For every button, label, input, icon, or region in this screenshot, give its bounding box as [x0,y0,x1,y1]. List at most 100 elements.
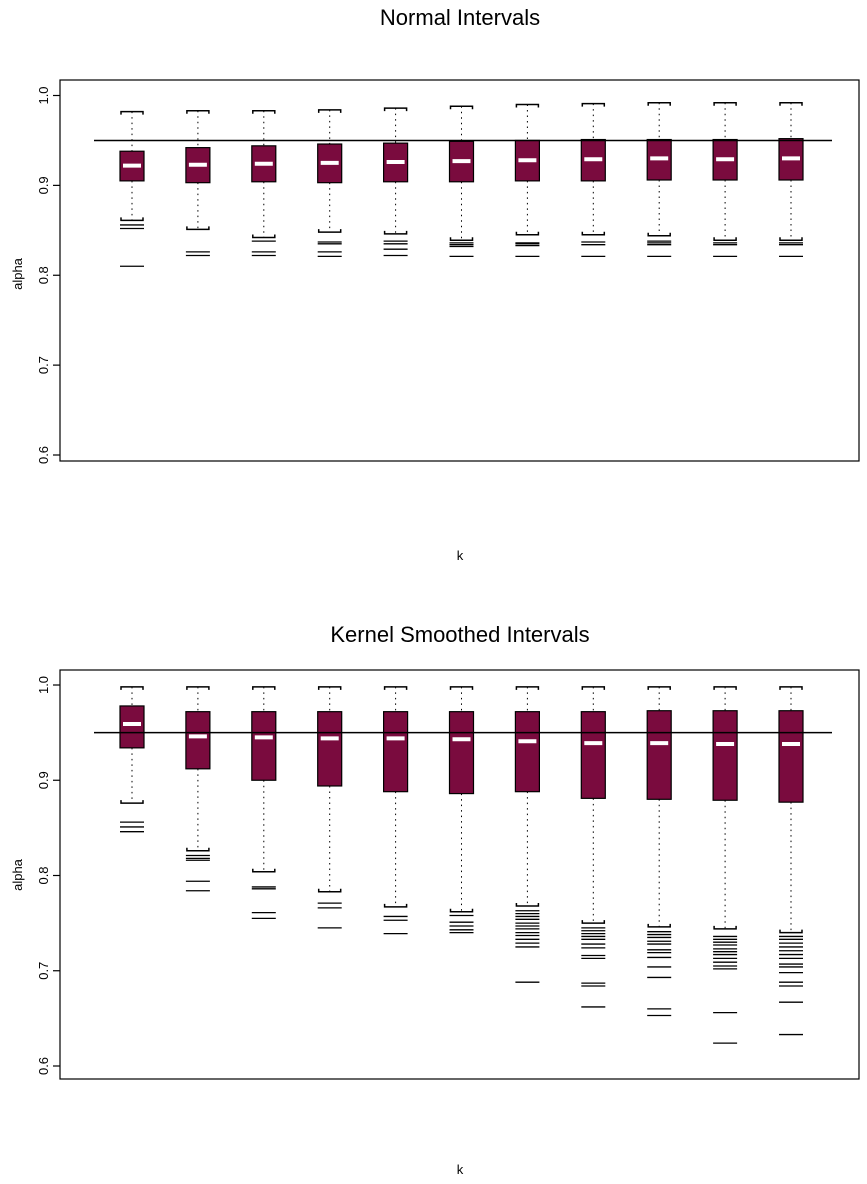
lower-cap [515,231,540,236]
box-3 [251,686,277,920]
upper-cap [779,686,803,690]
iqr-box [119,705,145,749]
upper-cap [515,686,540,690]
upper-cap [449,105,474,110]
lower-cap [449,237,474,241]
chart-title: Normal Intervals [380,5,540,30]
upper-cap [120,686,144,690]
plot-frame [59,79,860,462]
lower-cap [120,217,144,222]
boxes [119,686,804,1044]
box-9 [646,101,672,258]
iqr-box [448,711,475,795]
lower-cap [317,229,342,233]
upper-cap [252,110,276,114]
upper-cap [581,686,606,690]
iqr-box [514,711,541,793]
upper-cap [120,110,144,115]
upper-cap [383,107,408,112]
y-tick-label: 0.7 [36,962,51,980]
upper-cap [647,101,671,106]
y-tick-label: 0.6 [36,1057,51,1075]
upper-cap [713,686,737,690]
panel-kernel-smoothed-intervals: Kernel Smoothed Intervals alpha k 0.6 0.7… [10,622,860,1177]
box-6 [448,686,475,934]
lower-cap [252,868,276,873]
upper-cap [317,109,342,113]
y-tick-label: 0.9 [36,771,51,789]
lower-cap [581,231,606,236]
iqr-box [712,710,738,801]
chart-title: Kernel Smoothed Intervals [330,622,589,647]
lower-cap [186,847,210,852]
upper-cap [186,110,210,114]
box-5 [383,686,409,935]
lower-cap [383,230,408,235]
box-1 [119,686,145,833]
lower-cap [317,888,342,893]
box-10 [712,101,738,258]
lower-cap [515,902,540,907]
y-tick-label: 0.6 [36,446,51,464]
box-8 [580,686,606,1008]
y-tick-label: 1.0 [36,86,51,104]
iqr-box [317,711,343,787]
y-axis-label: alpha [10,257,25,290]
y-axis: 0.6 0.7 0.8 0.9 1.0 [36,86,60,464]
box-5 [383,107,409,257]
upper-cap [779,101,803,106]
y-tick-label: 0.8 [36,866,51,884]
box-4 [317,109,343,258]
iqr-box [251,711,277,781]
upper-cap [317,686,342,690]
lower-cap [120,800,144,804]
box-10 [712,686,738,1044]
upper-cap [186,686,210,690]
upper-cap [647,686,671,690]
lower-cap [647,232,671,237]
boxes [119,101,804,267]
box-3 [251,110,277,257]
panel-normal-intervals: Normal Intervals alpha k 0.6 0.7 0.8 0.9 1.0 [10,5,860,563]
box-11 [778,686,804,1036]
box-6 [448,105,475,258]
y-axis: 0.6 0.7 0.8 0.9 1.0 [36,676,60,1075]
y-tick-label: 0.9 [36,176,51,194]
y-tick-label: 0.7 [36,356,51,374]
box-7 [514,686,541,983]
x-axis-label: k [457,1162,464,1177]
iqr-box [185,711,211,770]
iqr-box [580,711,606,799]
lower-cap [713,237,737,241]
upper-cap [383,686,408,690]
upper-cap [515,103,540,108]
lower-cap [186,226,210,231]
y-axis-label: alpha [10,858,25,891]
iqr-box [383,711,409,793]
upper-cap [252,686,276,690]
box-4 [317,686,343,929]
upper-cap [449,686,474,690]
upper-cap [581,102,606,107]
lower-cap [383,903,408,908]
lower-cap [252,234,276,239]
box-9 [646,686,672,1017]
box-1 [119,110,145,267]
upper-cap [713,101,737,106]
y-tick-label: 1.0 [36,676,51,694]
iqr-box [646,710,672,800]
y-tick-label: 0.8 [36,266,51,284]
box-2 [185,686,211,892]
iqr-box [778,710,804,803]
box-8 [580,102,606,258]
lower-cap [449,908,474,913]
box-7 [514,103,541,258]
box-2 [185,110,211,257]
lower-cap [581,920,606,924]
plot-frame [59,669,860,1080]
lower-cap [779,237,803,241]
lower-cap [779,929,803,934]
x-axis-label: k [457,548,464,563]
lower-cap [713,925,737,930]
